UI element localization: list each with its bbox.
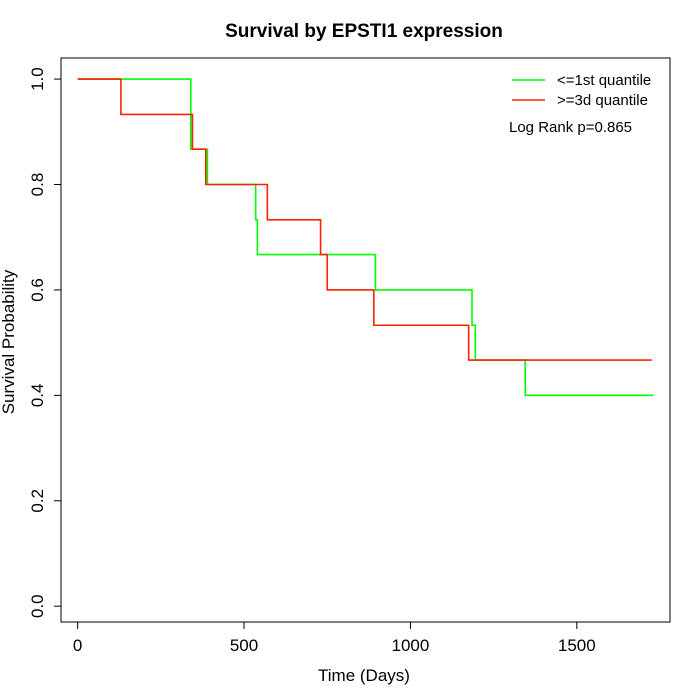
y-tick-label: 0.8 bbox=[28, 173, 47, 197]
y-axis-title: Survival Probability bbox=[0, 269, 18, 414]
legend: <=1st quantile >=3d quantile bbox=[512, 72, 651, 109]
chart-title: Survival by EPSTI1 expression bbox=[225, 21, 503, 42]
y-tick-label: 0.0 bbox=[28, 594, 47, 618]
plot-frame bbox=[60, 57, 671, 623]
x-tick-label: 1000 bbox=[392, 636, 430, 655]
x-tick-label: 0 bbox=[73, 636, 82, 655]
legend-label: <=1st quantile bbox=[557, 72, 651, 89]
x-axis-title: Time (Days) bbox=[318, 666, 410, 685]
x-tick-label: 500 bbox=[230, 636, 258, 655]
legend-label: >=3d quantile bbox=[557, 92, 648, 109]
y-tick-label: 0.4 bbox=[28, 384, 47, 408]
y-tick-label: 0.2 bbox=[28, 489, 47, 513]
series-layer bbox=[77, 78, 654, 397]
log-rank-annotation: Log Rank p=0.865 bbox=[509, 119, 632, 136]
y-tick-label: 1.0 bbox=[28, 67, 47, 91]
y-axis: 0.0 0.2 0.4 0.6 0.8 1.0 bbox=[28, 67, 62, 618]
x-axis: 0 500 1000 1500 bbox=[73, 621, 596, 655]
y-tick-label: 0.6 bbox=[28, 278, 47, 302]
x-tick-label: 1500 bbox=[558, 636, 596, 655]
survival-curve-high bbox=[77, 78, 652, 361]
